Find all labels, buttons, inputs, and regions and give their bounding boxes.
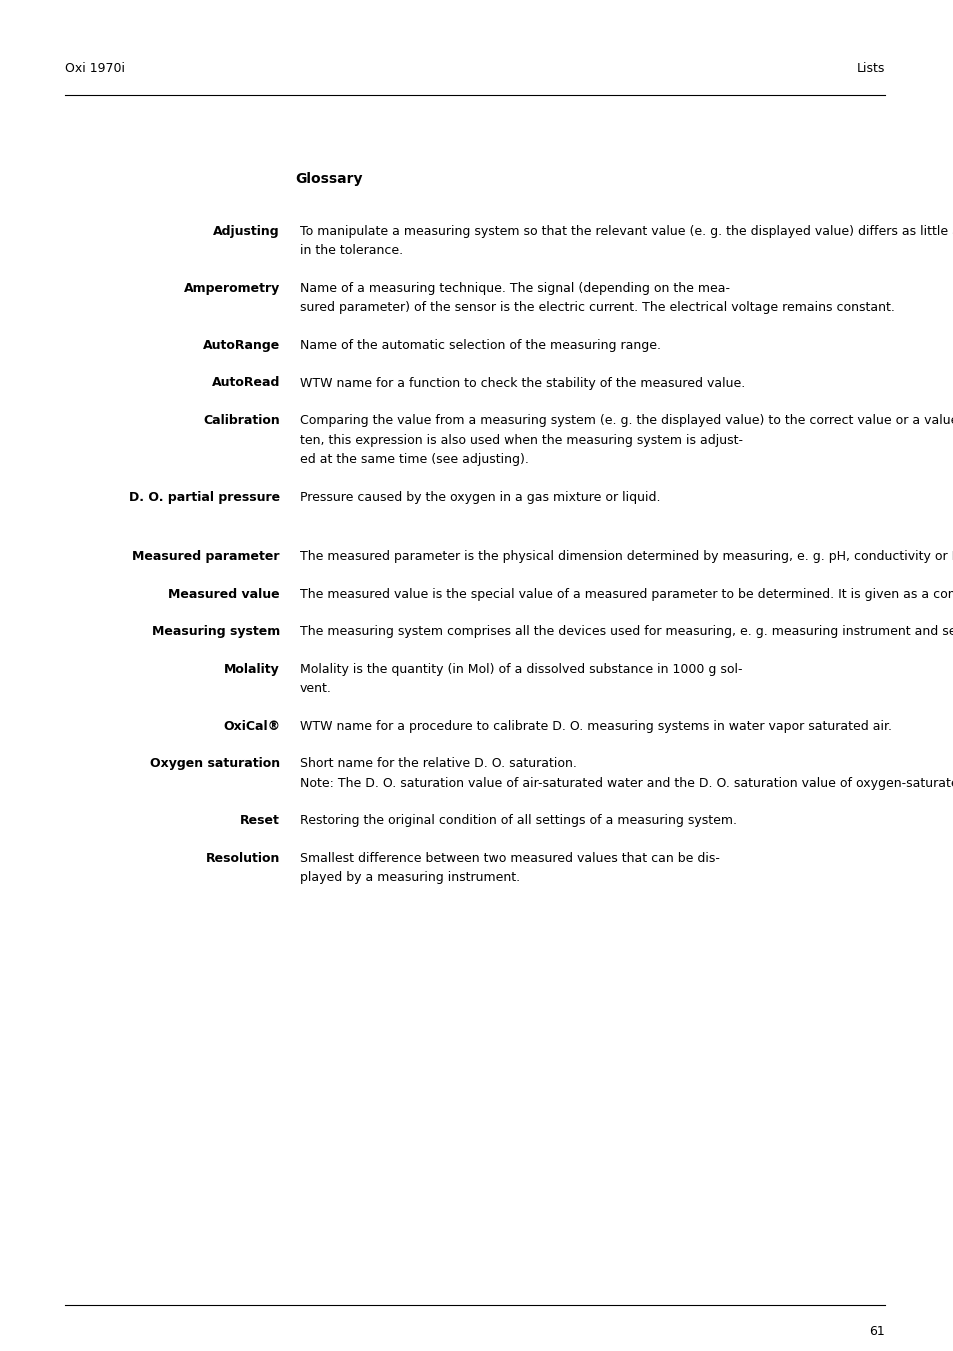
Text: Name of a measuring technique. The signal (depending on the mea-: Name of a measuring technique. The signa… [299, 282, 729, 295]
Text: Note: The D. O. saturation value of air-saturated water and the D. O. saturation: Note: The D. O. saturation value of air-… [299, 777, 953, 789]
Text: Pressure caused by the oxygen in a gas mixture or liquid.: Pressure caused by the oxygen in a gas m… [299, 490, 659, 504]
Text: Adjusting: Adjusting [213, 226, 280, 238]
Text: ed at the same time (see adjusting).: ed at the same time (see adjusting). [299, 453, 528, 466]
Text: Restoring the original condition of all settings of a measuring system.: Restoring the original condition of all … [299, 815, 737, 827]
Text: Amperometry: Amperometry [184, 282, 280, 295]
Text: OxiCal®: OxiCal® [223, 720, 280, 732]
Text: Comparing the value from a measuring system (e. g. the displayed value) to the c: Comparing the value from a measuring sys… [299, 413, 953, 427]
Text: ten, this expression is also used when the measuring system is adjust-: ten, this expression is also used when t… [299, 434, 742, 446]
Text: Molality: Molality [224, 662, 280, 676]
Text: Resolution: Resolution [206, 851, 280, 865]
Text: Lists: Lists [856, 62, 884, 76]
Text: The measured parameter is the physical dimension determined by measuring, e. g. : The measured parameter is the physical d… [299, 550, 953, 563]
Text: Glossary: Glossary [294, 172, 362, 186]
Text: Name of the automatic selection of the measuring range.: Name of the automatic selection of the m… [299, 339, 660, 353]
Text: Oxi 1970i: Oxi 1970i [65, 62, 125, 76]
Text: Short name for the relative D. O. saturation.: Short name for the relative D. O. satura… [299, 757, 577, 770]
Text: WTW name for a function to check the stability of the measured value.: WTW name for a function to check the sta… [299, 377, 744, 389]
Text: The measured value is the special value of a measured parameter to be determined: The measured value is the special value … [299, 588, 953, 600]
Text: played by a measuring instrument.: played by a measuring instrument. [299, 871, 519, 884]
Text: sured parameter) of the sensor is the electric current. The electrical voltage r: sured parameter) of the sensor is the el… [299, 301, 894, 315]
Text: AutoRange: AutoRange [203, 339, 280, 353]
Text: Measuring system: Measuring system [152, 626, 280, 638]
Text: WTW name for a procedure to calibrate D. O. measuring systems in water vapor sat: WTW name for a procedure to calibrate D.… [299, 720, 891, 732]
Text: Calibration: Calibration [203, 413, 280, 427]
Text: To manipulate a measuring system so that the relevant value (e. g. the displayed: To manipulate a measuring system so that… [299, 226, 953, 238]
Text: The measuring system comprises all the devices used for measuring, e. g. measuri: The measuring system comprises all the d… [299, 626, 953, 638]
Text: Molality is the quantity (in Mol) of a dissolved substance in 1000 g sol-: Molality is the quantity (in Mol) of a d… [299, 662, 741, 676]
Text: 61: 61 [868, 1325, 884, 1337]
Text: AutoRead: AutoRead [212, 377, 280, 389]
Text: vent.: vent. [299, 682, 332, 694]
Text: Measured value: Measured value [168, 588, 280, 600]
Text: in the tolerance.: in the tolerance. [299, 245, 403, 258]
Text: Measured parameter: Measured parameter [132, 550, 280, 563]
Text: Smallest difference between two measured values that can be dis-: Smallest difference between two measured… [299, 851, 720, 865]
Text: Oxygen saturation: Oxygen saturation [150, 757, 280, 770]
Text: D. O. partial pressure: D. O. partial pressure [129, 490, 280, 504]
Text: Reset: Reset [240, 815, 280, 827]
